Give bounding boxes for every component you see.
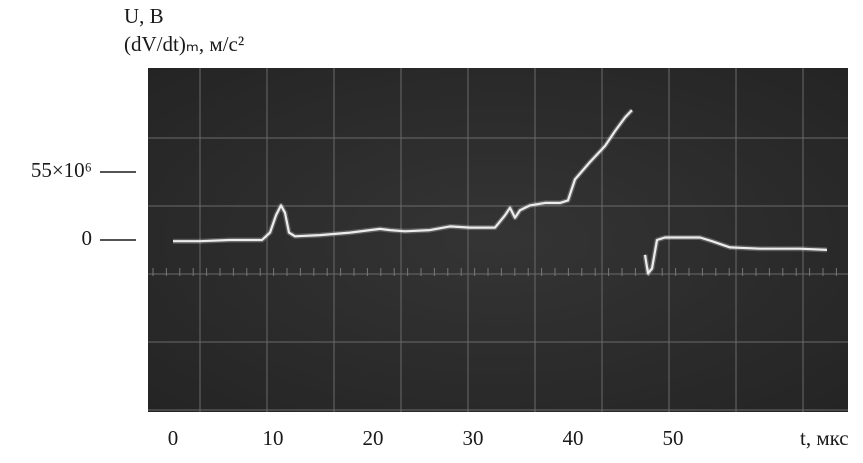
- trace: [173, 109, 828, 275]
- x-tick-label: 20: [363, 426, 384, 450]
- y-axis-label: (dV/dt)ₘ, м/с²: [124, 32, 244, 56]
- x-axis-label: t, мкс: [800, 426, 849, 450]
- y-tick-label: 0: [82, 226, 93, 250]
- screen-glow: [148, 68, 848, 412]
- x-tick-label: 0: [168, 426, 179, 450]
- x-tick-label: 50: [663, 426, 684, 450]
- x-tick-label: 30: [463, 426, 484, 450]
- x-tick-label: 40: [563, 426, 584, 450]
- x-tick-label: 10: [263, 426, 284, 450]
- y-tick-label: 55×10⁶: [31, 158, 92, 182]
- y-axis-label: U, В: [124, 4, 164, 28]
